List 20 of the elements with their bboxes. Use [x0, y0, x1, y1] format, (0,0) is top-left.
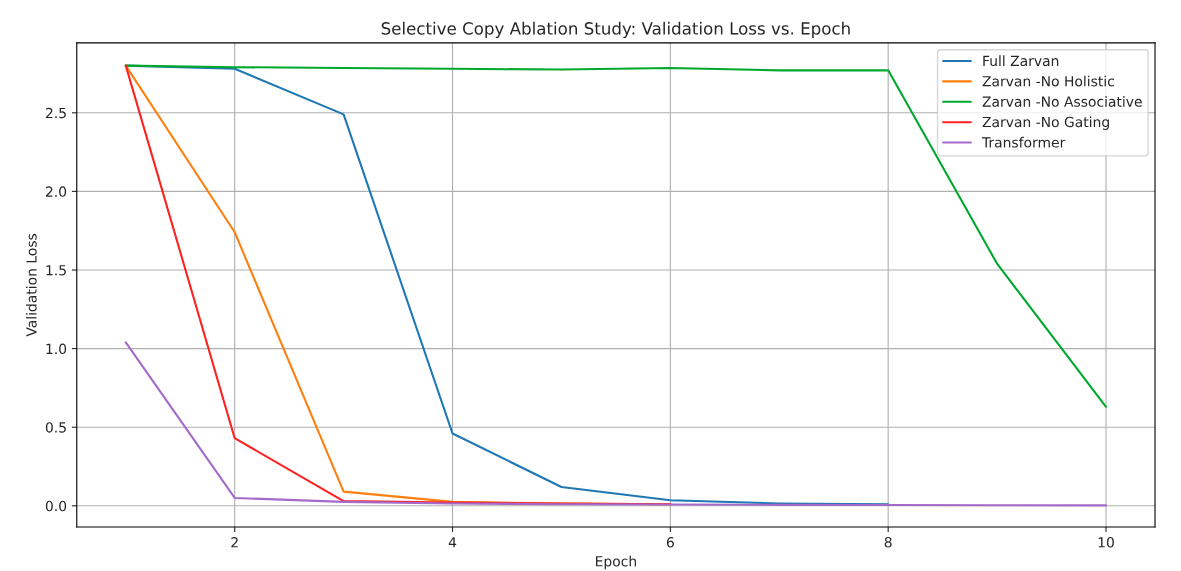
x-tick-label: 10 [1098, 537, 1114, 548]
legend-label: Zarvan -No Holistic [982, 75, 1114, 87]
legend-label: Full Zarvan [983, 55, 1059, 67]
x-tick-label: 2 [231, 537, 238, 548]
y-tick-label: 1.0 [46, 343, 67, 355]
chart-title: Selective Copy Ablation Study: Validation Loss vs. Epoch [381, 21, 850, 38]
y-tick-label: 0.0 [45, 500, 67, 512]
x-tick-label: 4 [448, 537, 457, 548]
legend-label: Transformer [981, 136, 1066, 148]
x-tick-label: 8 [884, 537, 892, 548]
y-tick-label: 1.5 [46, 265, 66, 276]
legend-label: Zarvan -No Associative [982, 96, 1142, 107]
y-tick-label: 0.5 [45, 422, 66, 433]
y-tick-label: 2.5 [45, 107, 66, 119]
legend-label: Zarvan -No Gating [982, 116, 1109, 130]
line-series [124, 341, 1108, 507]
x-axis-title: Epoch [595, 555, 636, 570]
y-tick-label: 2.0 [45, 186, 67, 197]
x-tick-label: 6 [666, 537, 674, 548]
y-axis-title: Validation Loss [25, 233, 37, 337]
